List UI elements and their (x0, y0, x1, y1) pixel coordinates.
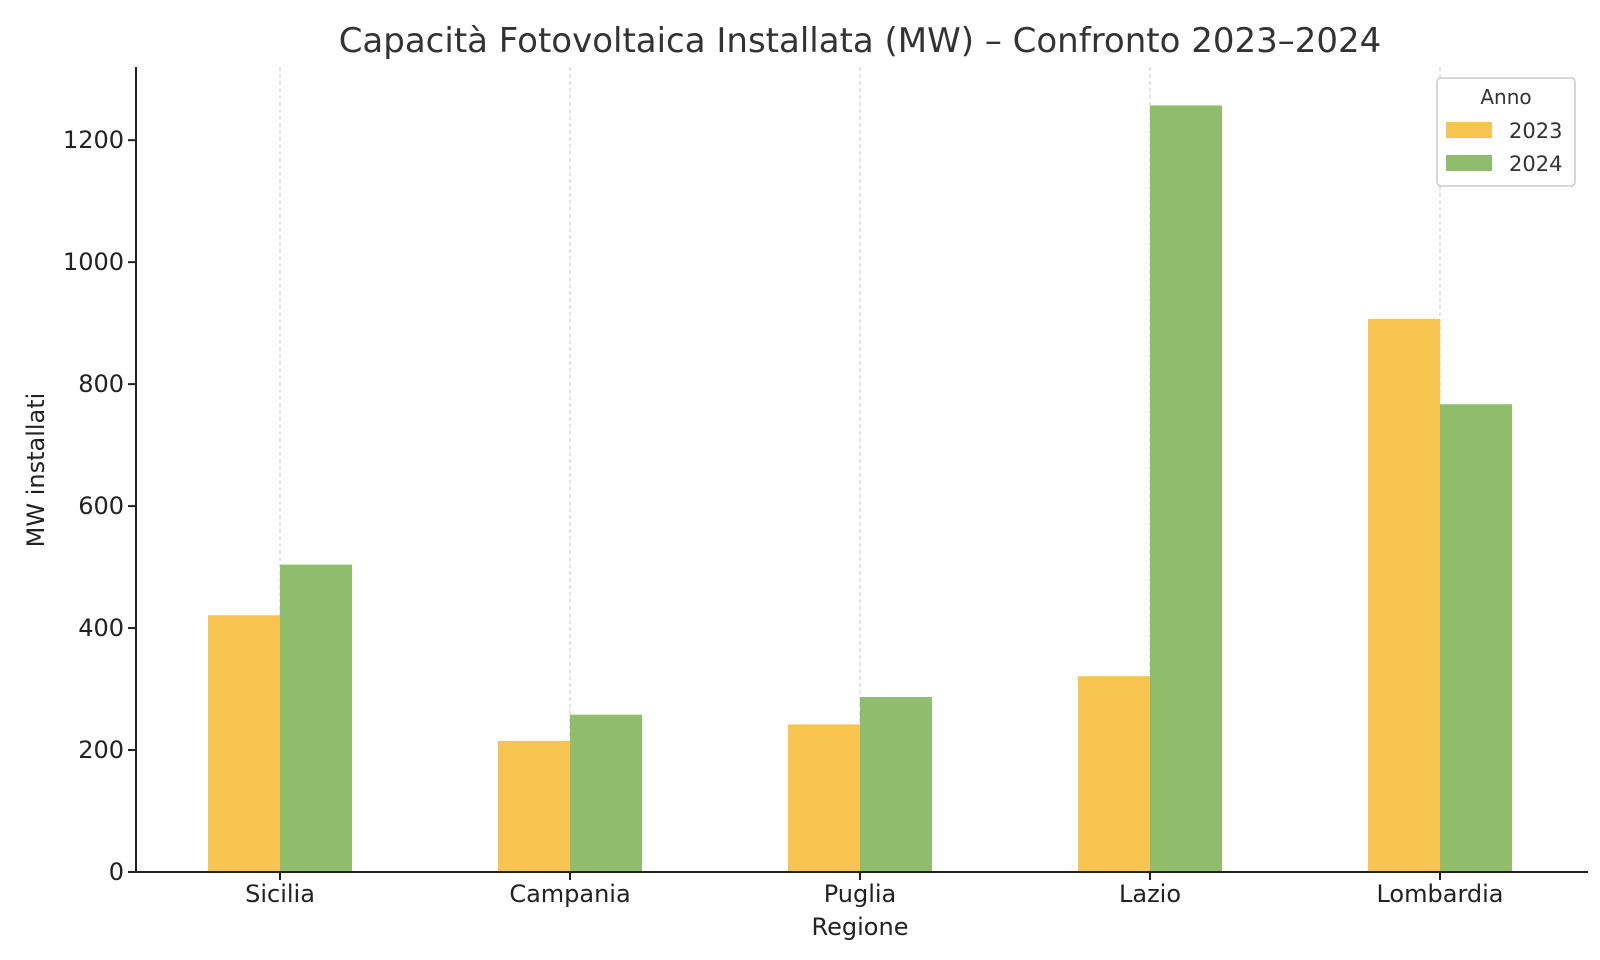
x-tick-label: Sicilia (245, 880, 315, 908)
legend-label-2024: 2024 (1509, 152, 1562, 176)
y-tick-label: 1000 (63, 248, 124, 276)
x-tick-label: Lazio (1119, 880, 1181, 908)
x-axis-ticks: Sicilia Campania Puglia Lazio Lombardia (245, 872, 1504, 908)
x-axis-label: Regione (812, 913, 909, 941)
bar-2024-campania (570, 714, 642, 872)
bar-2024-sicilia (280, 564, 352, 872)
bar-2023-puglia (788, 724, 860, 872)
legend-swatch-2024 (1446, 155, 1492, 171)
y-tick-label: 600 (78, 492, 124, 520)
bar-2023-campania (498, 740, 570, 872)
bar-2024-lazio (1150, 105, 1222, 872)
x-tick-label: Campania (509, 880, 630, 908)
x-tick-label: Puglia (824, 880, 897, 908)
y-axis-ticks: 0 200 400 600 800 1000 1200 (63, 126, 136, 886)
legend-label-2023: 2023 (1509, 119, 1562, 143)
bars (208, 105, 1512, 872)
legend: Anno 2023 2024 (1436, 77, 1576, 187)
y-tick-label: 800 (78, 370, 124, 398)
bar-2023-lazio (1078, 676, 1150, 872)
legend-swatch-2023 (1446, 122, 1492, 138)
y-tick-label: 400 (78, 614, 124, 642)
bar-2023-lombardia (1368, 318, 1440, 872)
chart-title: Capacità Fotovoltaica Installata (MW) – … (339, 21, 1382, 61)
bar-2024-lombardia (1440, 404, 1512, 872)
bar-2024-puglia (860, 696, 932, 872)
x-tick-label: Lombardia (1376, 880, 1503, 908)
bar-2023-sicilia (208, 615, 280, 872)
y-axis-label: MW installati (22, 393, 50, 548)
y-tick-label: 1200 (63, 126, 124, 154)
legend-title: Anno (1480, 85, 1531, 109)
y-tick-label: 200 (78, 736, 124, 764)
y-tick-label: 0 (109, 858, 124, 886)
